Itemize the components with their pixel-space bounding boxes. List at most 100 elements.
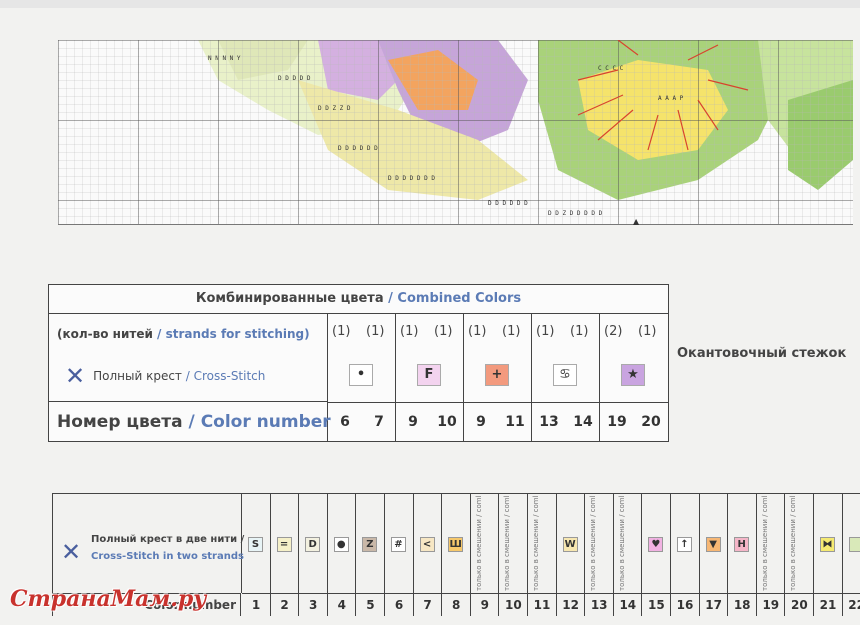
color-number: 21 [814,593,842,617]
color-number: 14 [566,402,600,442]
number-sep: / [182,412,201,432]
color-symbol [848,537,860,552]
color-column: H 18 [728,494,757,616]
color-number: 6 [328,402,362,442]
chart-grid: N N N N Y D D D D D D D Z Z D D D D D D … [58,40,853,224]
color-column: 22 [842,494,860,616]
color-number-label: Color number [53,593,241,616]
color-symbol: ↑ [677,537,692,552]
color-column: только в смешении / combined colors only… [585,494,614,616]
cross-stitch-icon: ✕ [61,538,82,566]
svg-text:A A A P: A A A P [658,95,684,102]
color-symbol: S [248,537,263,552]
color-number: 20 [785,593,814,617]
color-symbol: Ш [448,537,464,552]
color-number: 9 [396,402,430,442]
strand-count: (1) [502,324,521,339]
strand-count: (1) [638,324,657,339]
strands-label-ru: (кол-во нитей [57,327,153,341]
combined-symbol: + [485,364,509,386]
color-number-label: Номер цвета / Color number [49,401,331,441]
color-column: ↑ 16 [671,494,700,616]
color-column: W 12 [556,494,586,617]
strand-count: (1) [434,324,453,339]
svg-text:D D D D D D: D D D D D D [338,145,378,152]
combined-only-note: только в смешении / combined colors only [474,496,483,591]
color-symbol: H [734,537,750,552]
svg-text:D D D D D D: D D D D D D [488,200,528,207]
number-label-ru: Номер цвета [57,412,183,432]
stitch-sep: / [181,369,194,383]
color-column: ● 4 [327,494,357,617]
center-marker-icon: ▲ [633,217,640,226]
strands-label-en: strands for stitching) [165,327,310,341]
combined-colors-table: Комбинированные цвета / Combined Colors … [48,284,669,442]
color-number: 5 [356,593,385,617]
color-number: 18 [728,593,757,617]
combined-only-note: только в смешении / combined colors only [789,496,798,591]
strand-count: (1) [400,324,419,339]
combined-only-note: только в смешении / combined colors only [532,496,540,591]
single-label-en: Cross-Stitch in two strands [91,551,244,562]
combined-colors-title: Комбинированные цвета / Combined Colors [49,285,668,314]
color-number: 8 [442,593,471,617]
strands-label: (кол-во нитей / strands for stitching) [57,327,310,341]
combined-group: (1) (1) • 6 7 [328,314,396,441]
svg-text:D D D D D: D D D D D [278,75,311,82]
color-number: 11 [528,593,556,617]
cross-stitch-chart: N N N N Y D D D D D D D Z Z D D D D D D … [58,40,853,225]
color-column: ⧓ 21 [814,494,843,616]
strands-sep: / [152,327,166,341]
svg-text:D D Z D D D D D: D D Z D D D D D [548,210,603,217]
watermark-logo: СтранаМам.ру [10,586,207,612]
color-symbol: ♥ [648,537,664,552]
svg-text:N N N N Y: N N N N Y [208,55,241,62]
color-number: 3 [299,593,328,617]
svg-text:C C C C: C C C C [598,65,624,72]
combined-group: (1) (1) F 9 10 [396,314,464,441]
color-column: только в смешении / combined colors only… [785,494,814,616]
combined-group: (2) (1) ★ 19 20 [600,314,668,441]
color-column: #6 [385,494,414,616]
combined-only-note: только в смешении / combined colors only [589,496,598,591]
color-number: 4 [327,593,356,617]
color-number: 6 [385,593,413,617]
strand-count: (1) [536,324,555,339]
color-number: 2 [270,593,299,617]
combined-symbol: F [417,364,441,386]
color-column: <7 [413,494,443,616]
combined-only-note: только в смешении / combined colors only [503,496,512,591]
cross-stitch-icon: ✕ [65,362,86,390]
svg-text:D D D D D D D: D D D D D D D [388,175,435,182]
color-symbol: W [562,537,578,552]
single-colors-table: ✕ Полный крест в две нити / Cross-Stitch… [52,493,860,616]
color-column: ▼ 17 [699,494,729,616]
color-symbol: Z [362,537,378,552]
labels-column: (кол-во нитей / strands for stitching) ✕… [49,314,331,441]
color-number: 13 [532,402,566,442]
combined-only-note: только в смешении / combined colors only [760,496,769,591]
single-label-ru: Полный крест в две нити / [91,534,245,545]
color-number: 19 [756,593,785,617]
color-number: 9 [470,593,499,617]
number-label-en: Color number [200,412,331,432]
combined-only-note: только в смешении / combined colors only [617,496,626,591]
strand-count: (1) [332,324,351,339]
color-number: 12 [556,593,585,617]
color-symbol: = [276,537,292,552]
color-symbol: < [419,537,435,552]
sun-rays [577,40,749,151]
color-symbol: D [305,537,321,552]
svg-text:D D Z Z D: D D Z Z D [318,105,351,112]
combined-symbol: ★ [621,364,645,386]
title-sep: / [383,291,398,306]
scan-edge [0,0,860,8]
color-column: только в смешении / combined colors only… [613,494,643,616]
color-number: 15 [642,593,671,617]
stitch-label-ru: Полный крест [93,369,182,383]
backstitch-label: Окантовочный стежок [677,346,847,361]
strand-count: (1) [366,324,385,339]
